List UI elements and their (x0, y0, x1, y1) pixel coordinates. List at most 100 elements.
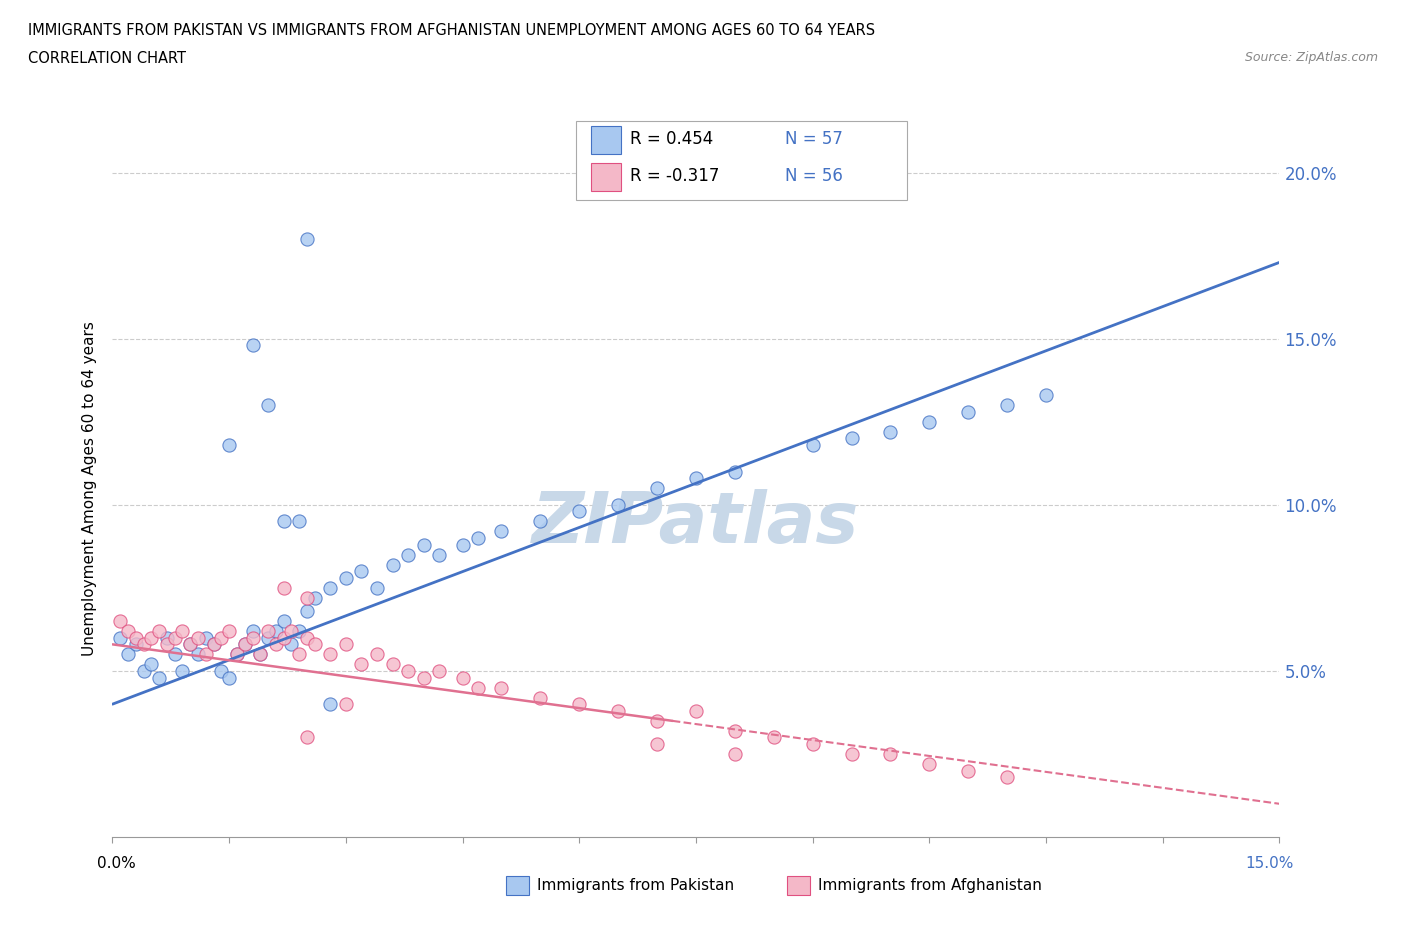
Text: ZIPatlas: ZIPatlas (533, 488, 859, 558)
Point (335, 697, 357, 711)
Point (141, 657, 163, 671)
Point (280, 637, 302, 652)
Point (249, 647, 271, 662)
Point (335, 570, 357, 585)
Point (257, 624, 280, 639)
Point (568, 697, 591, 711)
Point (257, 398, 280, 413)
Point (187, 647, 209, 662)
Point (209, 663, 232, 678)
Point (841, 431, 863, 445)
Point (529, 690, 551, 705)
Text: IMMIGRANTS FROM PAKISTAN VS IMMIGRANTS FROM AFGHANISTAN UNEMPLOYMENT AMONG AGES : IMMIGRANTS FROM PAKISTAN VS IMMIGRANTS F… (28, 23, 876, 38)
Point (957, 764, 980, 778)
Point (995, 398, 1018, 413)
Point (172, 624, 194, 639)
Point (218, 671, 240, 685)
Point (156, 637, 179, 652)
Point (179, 637, 201, 652)
Point (295, 232, 318, 246)
Text: Source: ZipAtlas.com: Source: ZipAtlas.com (1244, 51, 1378, 64)
Point (366, 647, 388, 662)
Point (1035, 388, 1057, 403)
Point (957, 405, 980, 419)
Point (381, 657, 404, 671)
Point (110, 614, 132, 629)
Point (451, 671, 474, 685)
Point (304, 591, 326, 605)
Point (226, 647, 249, 662)
Point (319, 647, 342, 662)
Point (645, 737, 668, 751)
Point (273, 580, 295, 595)
Text: Immigrants from Pakistan: Immigrants from Pakistan (537, 878, 734, 893)
Point (117, 624, 139, 639)
Point (724, 747, 747, 762)
Y-axis label: Unemployment Among Ages 60 to 64 years: Unemployment Among Ages 60 to 64 years (82, 321, 97, 656)
Point (172, 663, 194, 678)
Text: 15.0%: 15.0% (1246, 856, 1294, 870)
Point (233, 637, 256, 652)
Point (995, 770, 1018, 785)
Point (467, 531, 489, 546)
Point (163, 647, 186, 662)
Point (879, 424, 901, 439)
Point (685, 703, 707, 718)
Point (607, 703, 630, 718)
Point (918, 415, 941, 430)
Point (233, 637, 256, 652)
Point (148, 624, 170, 639)
Point (202, 637, 225, 652)
Point (202, 637, 225, 652)
Point (319, 697, 342, 711)
Point (280, 624, 302, 639)
Point (451, 538, 474, 552)
Point (396, 547, 419, 562)
Point (841, 747, 863, 762)
Point (350, 657, 373, 671)
Point (288, 514, 311, 529)
Point (918, 756, 941, 771)
Text: Immigrants from Afghanistan: Immigrants from Afghanistan (818, 878, 1042, 893)
Point (156, 631, 179, 645)
Point (685, 471, 707, 485)
Point (249, 647, 271, 662)
Text: 0.0%: 0.0% (97, 856, 136, 870)
Point (226, 647, 249, 662)
Point (724, 464, 747, 479)
Point (801, 737, 824, 751)
Point (163, 631, 186, 645)
Point (194, 631, 217, 645)
Point (529, 514, 551, 529)
Text: N = 56: N = 56 (785, 167, 842, 185)
Point (491, 680, 513, 695)
Point (295, 604, 318, 618)
Point (288, 624, 311, 639)
Point (132, 663, 155, 678)
Point (187, 631, 209, 645)
Point (125, 637, 148, 652)
Point (568, 504, 591, 519)
Point (273, 514, 295, 529)
Point (264, 637, 287, 652)
Point (801, 438, 824, 453)
Point (396, 663, 419, 678)
Point (132, 637, 155, 652)
Point (273, 614, 295, 629)
Point (295, 631, 318, 645)
Point (218, 624, 240, 639)
Text: R = -0.317: R = -0.317 (630, 167, 720, 185)
Point (412, 671, 434, 685)
Point (242, 631, 264, 645)
Point (879, 747, 901, 762)
Point (209, 631, 232, 645)
Point (148, 671, 170, 685)
Point (645, 713, 668, 728)
Point (194, 647, 217, 662)
Text: R = 0.454: R = 0.454 (630, 130, 713, 148)
Point (125, 631, 148, 645)
Point (427, 663, 450, 678)
Point (273, 631, 295, 645)
Point (467, 680, 489, 695)
Point (110, 631, 132, 645)
